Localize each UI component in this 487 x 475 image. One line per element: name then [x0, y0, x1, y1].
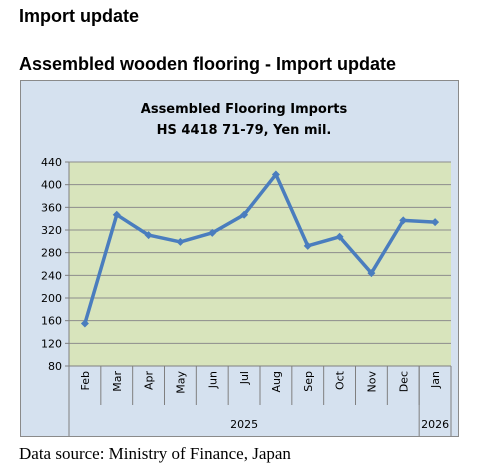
y-tick-label: 80 — [48, 360, 62, 373]
data-point — [367, 269, 376, 278]
x-tick-label: Mar — [111, 371, 124, 392]
y-tick-label: 240 — [41, 269, 62, 282]
chart-section-title: Assembled wooden flooring - Import updat… — [19, 54, 397, 74]
x-tick-label: Jul — [238, 371, 251, 385]
x-tick-label: Nov — [365, 371, 378, 393]
year-group-label: 2026 — [421, 418, 449, 431]
page-heading: Import update — [19, 6, 139, 26]
x-tick-label: Aug — [270, 371, 283, 392]
y-tick-label: 440 — [41, 156, 62, 169]
x-tick-label: Feb — [79, 371, 92, 390]
y-axis: 80 120 160 200 240 280 320 360 400 440 — [41, 156, 70, 373]
data-point — [431, 218, 440, 227]
x-tick-label: Jan — [429, 371, 442, 389]
chart-title-line-2: HS 4418 71-79, Yen mil. — [157, 123, 332, 138]
data-point — [112, 210, 121, 219]
y-tick-label: 160 — [41, 315, 62, 328]
series-path — [83, 172, 436, 324]
x-tick-label: Sep — [302, 371, 315, 392]
y-tick-label: 320 — [41, 224, 62, 237]
x-axis: Feb Mar Apr May Jun Jul Aug Sep Oct Nov Dec Jan 2025… — [68, 365, 452, 436]
y-tick-label: 400 — [41, 179, 62, 192]
data-point — [80, 319, 89, 328]
x-tick-label: Dec — [397, 371, 410, 392]
x-tick-label: May — [174, 371, 187, 394]
data-point — [303, 241, 312, 250]
x-tick-label: Jun — [206, 371, 219, 389]
year-group-label: 2025 — [230, 418, 258, 431]
data-point — [208, 228, 217, 237]
data-point — [399, 216, 408, 225]
data-point — [240, 210, 249, 219]
y-tick-label: 280 — [41, 247, 62, 260]
chart-title-line-1: Assembled Flooring Imports — [141, 102, 348, 117]
data-point — [335, 232, 344, 241]
y-tick-label: 200 — [41, 292, 62, 305]
y-tick-label: 120 — [41, 337, 62, 350]
data-point — [271, 170, 280, 179]
y-tick-label: 360 — [41, 201, 62, 214]
x-tick-label: Apr — [143, 371, 156, 391]
data-point — [144, 231, 153, 240]
data-point — [176, 237, 185, 246]
data-source-note: Data source: Ministry of Finance, Japan — [19, 444, 291, 463]
series-line — [80, 170, 440, 328]
x-tick-label: Oct — [334, 370, 347, 390]
